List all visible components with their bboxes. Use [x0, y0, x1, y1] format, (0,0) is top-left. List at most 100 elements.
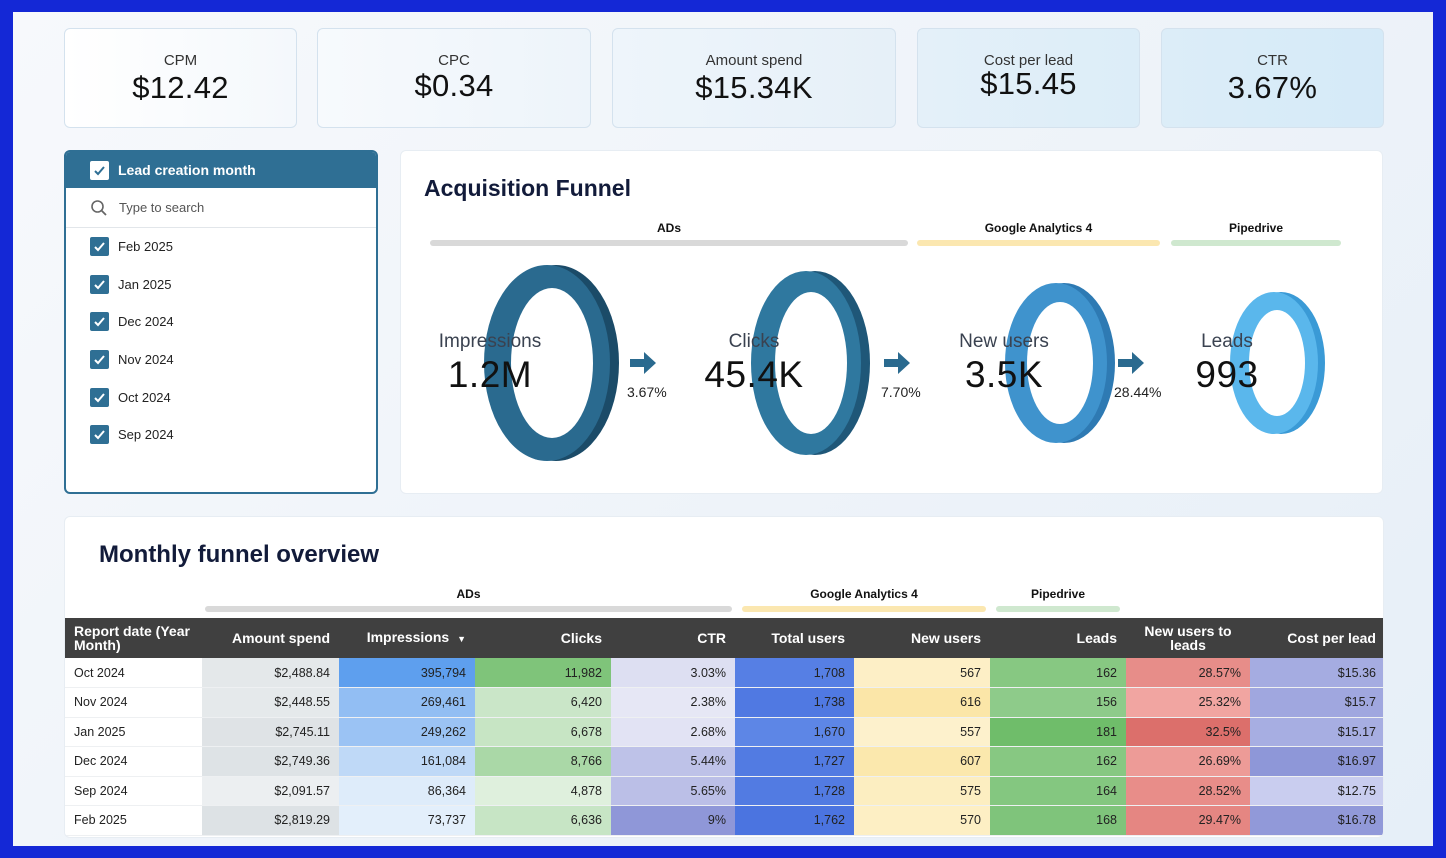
table-row[interactable]: Oct 2024 $2,488.84 395,794 11,982 3.03% 1,708…	[65, 658, 1383, 688]
dashboard-canvas: CPM $12.42 CPC $0.34 Amount spend $15.34…	[13, 12, 1433, 846]
cell-amount-spend: $2,091.57	[202, 776, 339, 806]
col-header-total-users[interactable]: Total users	[735, 618, 854, 658]
col-header-impressions[interactable]: Impressions ▼	[339, 618, 475, 658]
cell-new-users: 616	[854, 687, 990, 718]
cell-leads: 164	[990, 776, 1126, 806]
rate-clicks-to-users: 7.70%	[881, 384, 921, 400]
kpi-value: $15.34K	[695, 70, 813, 105]
cell-report-date: Feb 2025	[65, 805, 202, 836]
option-checkbox[interactable]	[90, 237, 109, 257]
table-group-ga4-bar	[742, 606, 986, 612]
kpi-value: $0.34	[414, 68, 494, 103]
cell-new-users: 567	[854, 658, 990, 688]
cell-clicks: 6,420	[475, 687, 611, 718]
monthly-funnel-panel: Monthly funnel overview ADs Google Analy…	[64, 516, 1384, 838]
table-row[interactable]: Dec 2024 $2,749.36 161,084 8,766 5.44% 1,727 6…	[65, 746, 1383, 777]
kpi-card-cpm: CPM $12.42	[64, 28, 297, 128]
cell-leads: 162	[990, 746, 1126, 777]
filter-option[interactable]: Dec 2024	[66, 303, 376, 341]
col-header-amount-spend[interactable]: Amount spend	[202, 618, 339, 658]
kpi-card-ctr: CTR 3.67%	[1161, 28, 1384, 128]
lead-month-filter: Lead creation month Type to search Feb 2…	[64, 150, 378, 494]
cell-ctr: 9%	[611, 805, 735, 836]
table-row[interactable]: Nov 2024 $2,448.55 269,461 6,420 2.38% 1,738 6…	[65, 687, 1383, 718]
col-header-clicks[interactable]: Clicks	[475, 618, 611, 658]
select-all-checkbox[interactable]	[90, 160, 109, 180]
cell-report-date: Nov 2024	[65, 687, 202, 718]
cell-new-users-to-leads: 28.52%	[1126, 776, 1250, 806]
cell-cost-per-lead: $15.17	[1250, 717, 1383, 747]
filter-option[interactable]: Nov 2024	[66, 341, 376, 379]
filter-search[interactable]: Type to search	[66, 188, 376, 228]
filter-option[interactable]: Jan 2025	[66, 266, 376, 304]
cell-impressions: 249,262	[339, 717, 475, 747]
table-group-ads: ADs	[456, 587, 481, 601]
cell-ctr: 5.65%	[611, 776, 735, 806]
option-checkbox[interactable]	[90, 274, 109, 294]
stage-label-new-users: New users	[959, 331, 1049, 352]
col-header-new-users-to-leads[interactable]: New users to leads	[1126, 618, 1250, 658]
filter-option[interactable]: Sep 2024	[66, 416, 376, 454]
cell-impressions: 86,364	[339, 776, 475, 806]
cell-cost-per-lead: $16.78	[1250, 805, 1383, 836]
cell-total-users: 1,670	[735, 717, 854, 747]
search-icon	[91, 199, 107, 216]
cell-new-users-to-leads: 29.47%	[1126, 805, 1250, 836]
cell-report-date: Jan 2025	[65, 717, 202, 747]
option-checkbox[interactable]	[90, 350, 109, 370]
table-row[interactable]: Jan 2025 $2,745.11 249,262 6,678 2.68% 1,670 5…	[65, 717, 1383, 747]
cell-ctr: 2.38%	[611, 687, 735, 718]
rate-impressions-to-clicks: 3.67%	[627, 384, 667, 400]
filter-option[interactable]: Oct 2024	[66, 378, 376, 416]
col-header-ctr[interactable]: CTR	[611, 618, 735, 658]
option-checkbox[interactable]	[90, 425, 109, 445]
cell-impressions: 395,794	[339, 658, 475, 688]
option-label: Sep 2024	[118, 427, 174, 443]
cell-report-date: Dec 2024	[65, 746, 202, 777]
check-icon	[94, 430, 105, 440]
cell-new-users: 570	[854, 805, 990, 836]
cell-impressions: 73,737	[339, 805, 475, 836]
check-icon	[94, 280, 105, 290]
cell-amount-spend: $2,488.84	[202, 658, 339, 688]
stage-value-impressions: 1.2M	[447, 354, 533, 395]
cell-cost-per-lead: $15.36	[1250, 658, 1383, 688]
monthly-funnel-table: Report date (Year Month) Amount spend Im…	[65, 618, 1383, 836]
col-header-report-date[interactable]: Report date (Year Month)	[65, 618, 202, 658]
cell-cost-per-lead: $16.97	[1250, 746, 1383, 777]
col-header-new-users[interactable]: New users	[854, 618, 990, 658]
funnel-title: Acquisition Funnel	[424, 175, 631, 201]
cell-ctr: 3.03%	[611, 658, 735, 688]
check-icon	[94, 355, 105, 365]
option-label: Dec 2024	[118, 314, 174, 330]
cell-new-users-to-leads: 28.57%	[1126, 658, 1250, 688]
rate-users-to-leads: 28.44%	[1114, 384, 1162, 400]
cell-new-users-to-leads: 25.32%	[1126, 687, 1250, 718]
table-row[interactable]: Feb 2025 $2,819.29 73,737 6,636 9% 1,762 570 16…	[65, 805, 1383, 836]
new-users-ring	[1005, 283, 1115, 443]
option-label: Jan 2025	[118, 276, 172, 292]
col-header-leads[interactable]: Leads	[990, 618, 1126, 658]
cell-clicks: 6,636	[475, 805, 611, 836]
option-checkbox[interactable]	[90, 387, 109, 407]
cell-amount-spend: $2,448.55	[202, 687, 339, 718]
table-title: Monthly funnel overview	[99, 541, 380, 568]
stage-value-clicks: 45.4K	[704, 354, 804, 395]
kpi-card-cost-per-lead: Cost per lead $15.45	[917, 28, 1140, 128]
cell-new-users: 557	[854, 717, 990, 747]
option-checkbox[interactable]	[90, 312, 109, 332]
table-group-pipedrive: Pipedrive	[1030, 587, 1086, 601]
filter-option[interactable]: Feb 2025	[66, 228, 376, 266]
header-label: Impressions	[366, 629, 450, 645]
cell-amount-spend: $2,749.36	[202, 746, 339, 777]
cell-clicks: 6,678	[475, 717, 611, 747]
col-header-cost-per-lead[interactable]: Cost per lead	[1250, 618, 1383, 658]
filter-options-list: Feb 2025 Jan 2025 Dec 2024 Nov 2024 Oct 2024…	[66, 228, 376, 454]
arrow-right-icon	[1118, 352, 1144, 374]
check-icon	[94, 165, 105, 175]
kpi-label: Amount spend	[705, 52, 803, 69]
cell-total-users: 1,738	[735, 687, 854, 718]
filter-header[interactable]: Lead creation month	[66, 152, 376, 188]
table-row[interactable]: Sep 2024 $2,091.57 86,364 4,878 5.65% 1,728 57…	[65, 776, 1383, 806]
table-group-ga4: Google Analytics 4	[810, 587, 918, 601]
